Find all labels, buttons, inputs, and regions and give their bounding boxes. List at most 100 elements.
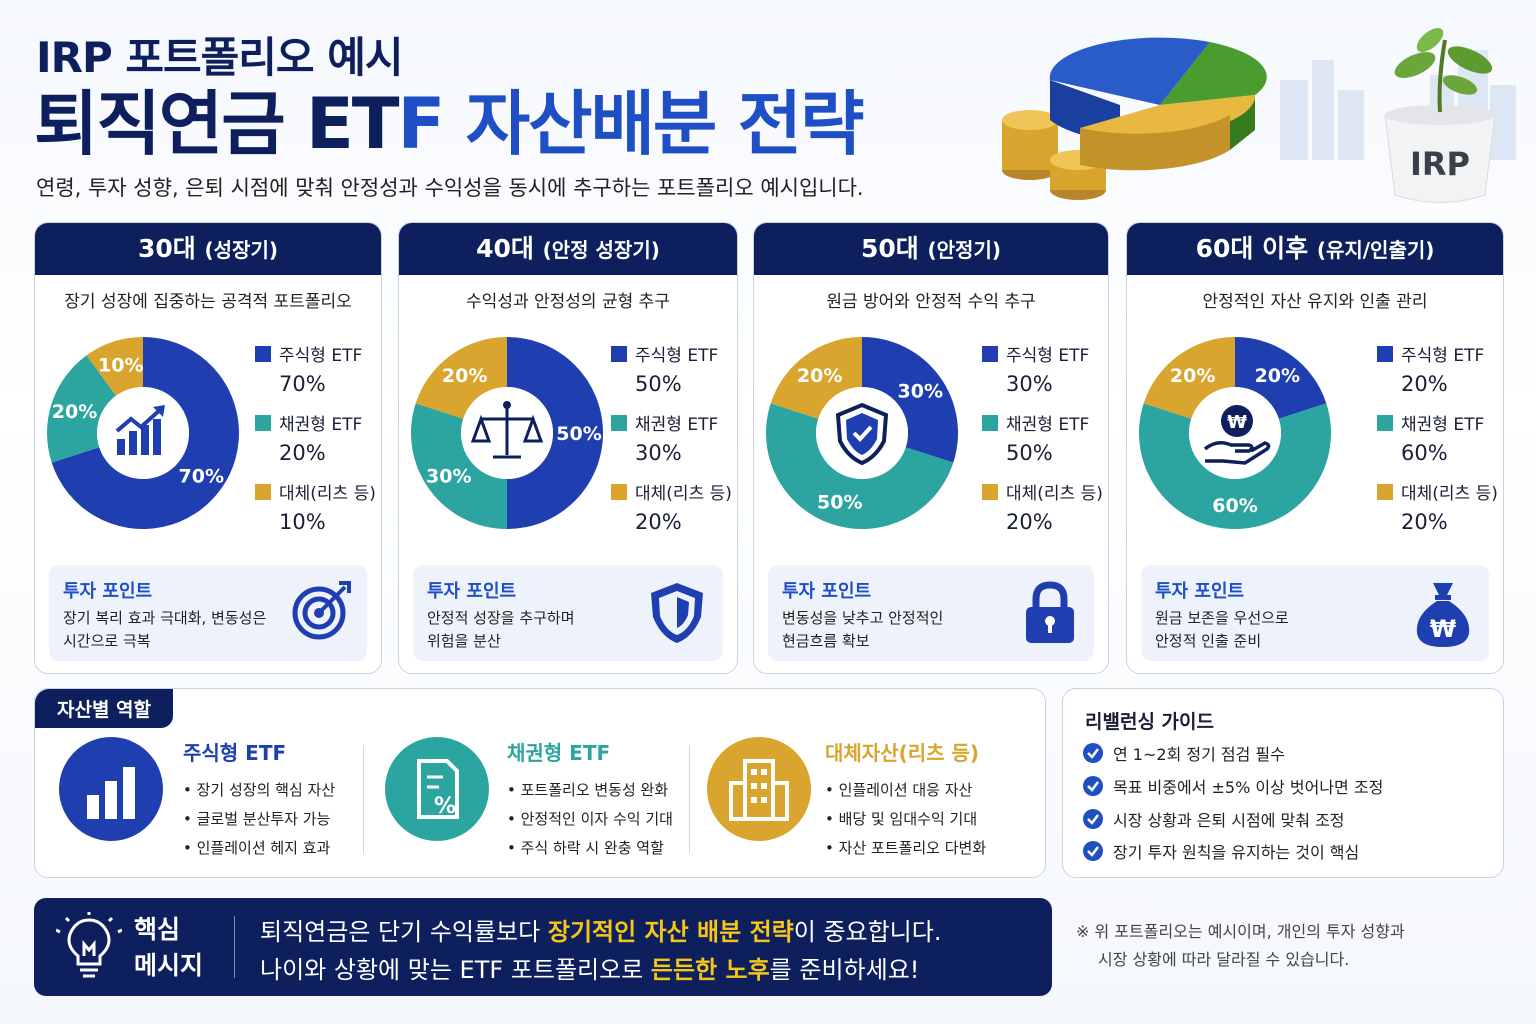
age-card-header: 30대 (성장기): [35, 223, 381, 275]
legend-swatch: [982, 345, 998, 362]
donut-slice-label: 50%: [817, 491, 862, 513]
role-alt: 대체자산(리츠 등) • 인플레이션 대응 자산 • 배당 및 임대수익 기대 …: [825, 741, 987, 857]
lock-icon: [1020, 579, 1080, 651]
legend-swatch: [982, 414, 998, 431]
disclaimer-note: ※ 위 포트폴리오는 예시이며, 개인의 투자 성향과 시장 상황에 따라 달라…: [1076, 922, 1405, 969]
legend-swatch: [255, 414, 271, 431]
legend-swatch: [255, 483, 271, 500]
rebalancing-item: 시장 상황과 은퇴 시점에 맞춰 조정: [1083, 807, 1345, 831]
pie-chart-3d-icon: [1049, 37, 1267, 171]
key-message-line2: 나이와 상황에 맞는 ETF 포트폴리오로 든든한 노후를 준비하세요!: [260, 956, 920, 984]
asset-roles-tag: 자산별 역할: [35, 689, 174, 728]
key-message-line1: 퇴직연금은 단기 수익률보다 장기적인 자산 배분 전략이 중요합니다.: [260, 918, 942, 946]
shield-icon: [645, 579, 709, 651]
allocation-legend: 주식형 ETF 70% 채권형 ETF 20% 대체(리츠 등) 10%: [255, 341, 376, 548]
legend-entry: 주식형 ETF 30%: [982, 341, 1103, 410]
donut-slice-label: 30%: [426, 465, 471, 487]
age-card-description: 수익성과 안정성의 균형 추구: [466, 292, 670, 312]
donut-slice-label: 20%: [1170, 365, 1215, 387]
rebalancing-title: 리밸런싱 가이드: [1085, 711, 1214, 733]
donut-slice-label: 50%: [556, 423, 601, 445]
donut-slice: [415, 337, 507, 419]
svg-text:₩: ₩: [1430, 615, 1457, 643]
growth-chart-icon: [115, 405, 165, 455]
role-bond: 채권형 ETF • 포트폴리오 변동성 완화 • 안정적인 이자 수익 기대 •…: [507, 741, 673, 857]
legend-entry: 대체(리츠 등) 20%: [1377, 479, 1498, 548]
check-icon: [1083, 776, 1103, 796]
key-message-banner: 핵심 메시지 퇴직연금은 단기 수익률보다 장기적인 자산 배분 전략이 중요합니…: [34, 898, 1052, 996]
legend-swatch: [611, 483, 627, 500]
age-card-header: 50대 (안정기): [754, 223, 1108, 275]
legend-entry: 채권형 ETF 20%: [255, 410, 376, 479]
building-icon: [707, 737, 811, 841]
donut-slice: [862, 337, 958, 463]
shield-check-icon: [835, 402, 889, 466]
donut-slice: [86, 337, 143, 396]
donut-slice-label: 20%: [442, 365, 487, 387]
rebalancing-item: 연 1~2회 정기 점검 필수: [1083, 741, 1285, 765]
donut-slice: [507, 337, 603, 529]
won-hand-icon: ₩: [1203, 405, 1271, 465]
age-card-description: 장기 성장에 집중하는 공격적 포트폴리오: [64, 292, 352, 312]
age-card: 30대 (성장기) 장기 성장에 집중하는 공격적 포트폴리오 70% 20% 10…: [34, 222, 382, 674]
donut-slice: [411, 403, 507, 529]
check-icon: [1083, 809, 1103, 829]
hero-illustration: IRP: [1002, 28, 1516, 203]
investment-point: 투자 포인트 안정적 성장을 추구하며 위험을 분산: [413, 565, 723, 661]
donut-slice: [766, 403, 954, 529]
donut-slice-label: 30%: [898, 381, 943, 403]
donut-slice: [1143, 337, 1235, 419]
age-card: 60대 이후 (유지/인출기) 안정적인 자산 유지와 인출 관리 20% 60%…: [1126, 222, 1504, 674]
age-card: 50대 (안정기) 원금 방어와 안정적 수익 추구 30% 50% 20% 주식형…: [753, 222, 1109, 674]
donut-slice: [51, 337, 240, 529]
legend-entry: 채권형 ETF 60%: [1377, 410, 1498, 479]
donut-slice: [1139, 403, 1331, 529]
legend-swatch: [982, 483, 998, 500]
check-icon: [1083, 743, 1103, 763]
investment-point: 투자 포인트 변동성을 낮추고 안정적인 현금흐름 확보: [768, 565, 1094, 661]
allocation-donut: 50% 30% 20%: [411, 337, 603, 529]
donut-slice-label: 10%: [98, 355, 143, 377]
allocation-legend: 주식형 ETF 50% 채권형 ETF 30% 대체(리츠 등) 20%: [611, 341, 732, 548]
coin-stack-icon: [1002, 110, 1106, 200]
legend-entry: 채권형 ETF 30%: [611, 410, 732, 479]
legend-entry: 채권형 ETF 50%: [982, 410, 1103, 479]
allocation-donut: 70% 20% 10%: [47, 337, 240, 529]
legend-entry: 주식형 ETF 70%: [255, 341, 376, 410]
legend-swatch: [611, 414, 627, 431]
allocation-legend: 주식형 ETF 20% 채권형 ETF 60% 대체(리츠 등) 20%: [1377, 341, 1498, 548]
plant-pot-icon: IRP: [1384, 28, 1496, 203]
donut-slice-label: 20%: [797, 365, 842, 387]
legend-entry: 대체(리츠 등) 20%: [982, 479, 1103, 548]
target-icon: [289, 579, 353, 647]
rebalancing-guide: 리밸런싱 가이드 연 1~2회 정기 점검 필수 목표 비중에서 ±5% 이상 …: [1062, 688, 1504, 878]
legend-swatch: [1377, 483, 1393, 500]
svg-text:%: %: [434, 794, 456, 819]
legend-swatch: [1377, 414, 1393, 431]
legend-swatch: [611, 345, 627, 362]
legend-entry: 대체(리츠 등) 10%: [255, 479, 376, 548]
donut-slice: [47, 355, 116, 463]
key-message-label: 핵심 메시지: [134, 915, 204, 980]
age-card: 40대 (안정 성장기) 수익성과 안정성의 균형 추구 50% 30% 20% 주…: [398, 222, 738, 674]
page-subtitle: 연령, 투자 성향, 은퇴 시점에 맞춰 안정성과 수익성을 동시에 추구하는 …: [36, 176, 864, 200]
page-title-line1: IRP 포트폴리오 예시: [36, 33, 403, 82]
donut-slice-label: 70%: [179, 465, 224, 487]
donut-slice-label: 20%: [52, 401, 97, 423]
age-card-description: 안정적인 자산 유지와 인출 관리: [1202, 292, 1428, 312]
svg-text:IRP: IRP: [1410, 145, 1470, 183]
investment-point: 투자 포인트 원금 보존을 우선으로 안정적 인출 준비 ₩: [1141, 565, 1489, 661]
bond-document-icon: %: [385, 737, 489, 841]
allocation-donut: 30% 50% 20%: [766, 337, 958, 529]
age-card-header: 60대 이후 (유지/인출기): [1127, 223, 1503, 275]
balance-scale-icon: [470, 401, 544, 459]
age-card-description: 원금 방어와 안정적 수익 추구: [826, 292, 1036, 312]
investment-point: 투자 포인트 장기 복리 효과 극대화, 변동성은 시간으로 극복: [49, 565, 367, 661]
rebalancing-item: 목표 비중에서 ±5% 이상 벗어나면 조정: [1083, 774, 1383, 798]
legend-swatch: [255, 345, 271, 362]
money-bag-icon: ₩: [1411, 579, 1475, 653]
bar-chart-icon: [59, 737, 163, 841]
donut-slice-label: 60%: [1212, 495, 1257, 517]
svg-text:₩: ₩: [1227, 412, 1247, 433]
allocation-donut: 20% 60% 20% ₩: [1139, 337, 1331, 529]
